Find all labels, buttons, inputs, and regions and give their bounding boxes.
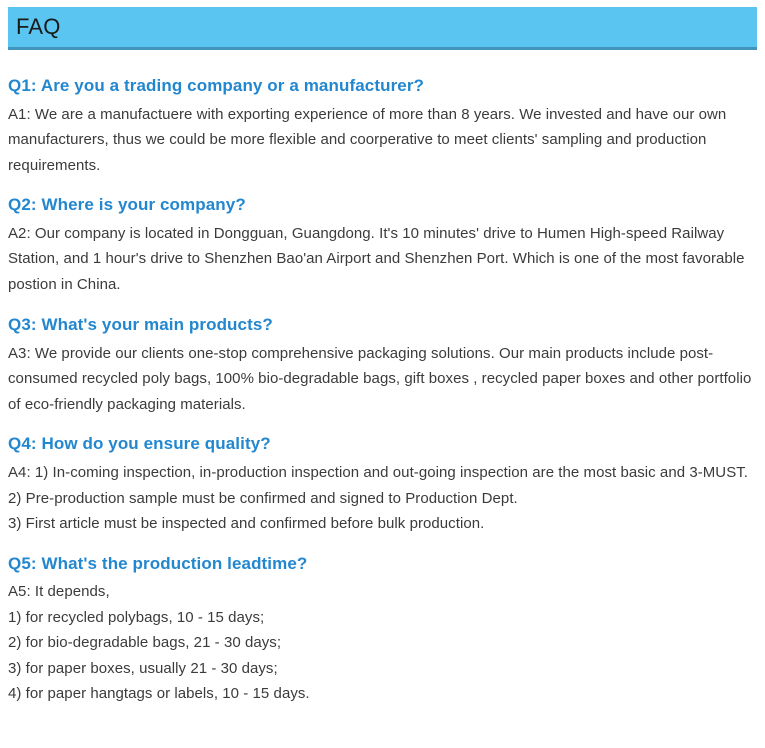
- faq-answer-line: 3) for paper boxes, usually 21 - 30 days…: [8, 659, 278, 677]
- page-title: FAQ: [16, 14, 61, 39]
- faq-content: Q1: Are you a trading company or a manuf…: [8, 60, 753, 707]
- faq-answer-line: 1) for recycled polybags, 10 - 15 days;: [8, 608, 265, 626]
- faq-item: Q2: Where is your company? A2: Our compa…: [8, 193, 753, 297]
- faq-answer-line: 4) for paper hangtags or labels, 10 - 15…: [8, 685, 310, 703]
- faq-answer-line: 2) for bio-degradable bags, 21 - 30 days…: [8, 634, 282, 652]
- faq-item: Q4: How do you ensure quality? A4: 1) In…: [8, 432, 753, 536]
- faq-answer-line: A3: We provide our clients one-stop comp…: [8, 344, 752, 413]
- faq-question: Q5: What's the production leadtime?: [8, 553, 308, 573]
- faq-answer: A1: We are a manufactuere with exporting…: [8, 102, 753, 179]
- faq-question: Q2: Where is your company?: [8, 195, 246, 215]
- faq-answer: A5: It depends, 1) for recycled polybags…: [8, 579, 753, 707]
- faq-answer-line: A1: We are a manufactuere with exporting…: [8, 105, 727, 174]
- faq-item: Q5: What's the production leadtime? A5: …: [8, 552, 753, 707]
- faq-answer-line: A5: It depends,: [8, 583, 110, 601]
- faq-answer-line: 2) Pre-production sample must be confirm…: [8, 489, 518, 507]
- faq-question: Q3: What's your main products?: [8, 315, 273, 335]
- faq-question: Q1: Are you a trading company or a manuf…: [8, 76, 425, 95]
- faq-answer: A4: 1) In-coming inspection, in-producti…: [8, 460, 753, 537]
- faq-item: Q1: Are you a trading company or a manuf…: [8, 74, 753, 178]
- faq-item: Q3: What's your main products? A3: We pr…: [8, 313, 753, 417]
- faq-answer-line: 3) First article must be inspected and c…: [8, 515, 485, 533]
- faq-answer: A2: Our company is located in Dongguan, …: [8, 221, 753, 298]
- faq-banner: FAQ: [8, 7, 757, 50]
- faq-answer: A3: We provide our clients one-stop comp…: [8, 341, 753, 418]
- faq-answer-line: A2: Our company is located in Dongguan, …: [8, 224, 745, 293]
- faq-answer-line: A4: 1) In-coming inspection, in-producti…: [8, 464, 749, 482]
- faq-question: Q4: How do you ensure quality?: [8, 434, 271, 454]
